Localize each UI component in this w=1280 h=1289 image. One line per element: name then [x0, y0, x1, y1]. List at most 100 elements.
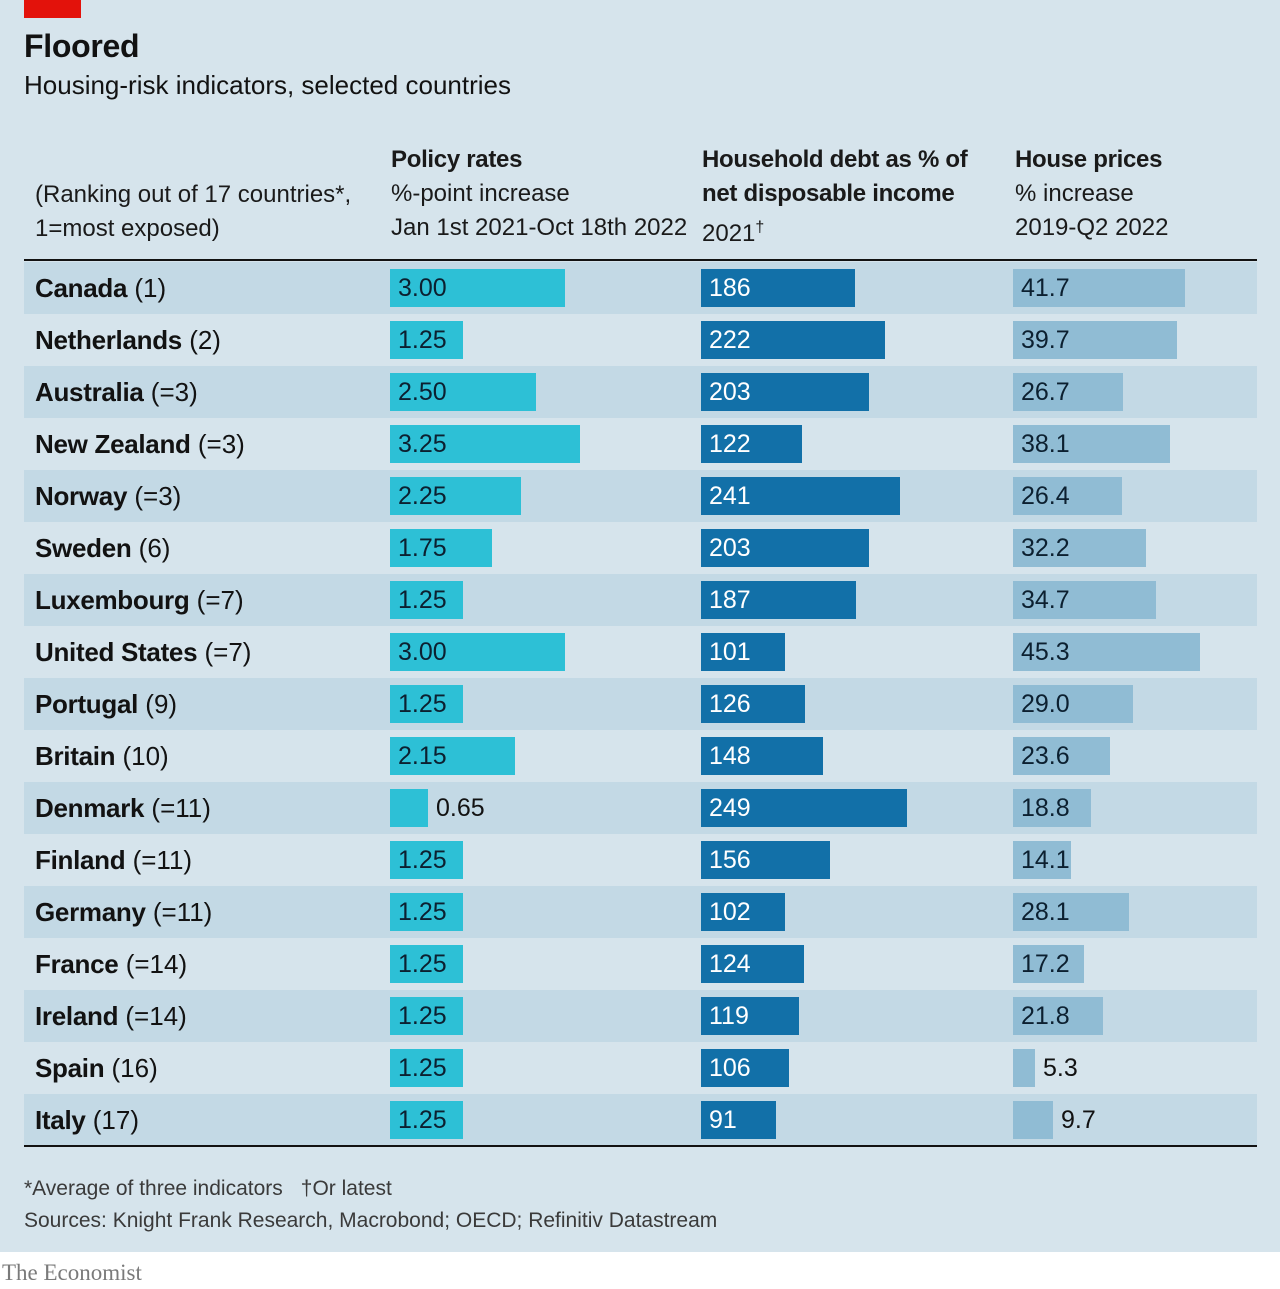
- policy-rate-value: 3.00: [398, 638, 447, 666]
- policy-rates-sub1: %-point increase: [391, 180, 570, 207]
- policy-rate-value: 1.25: [398, 898, 447, 926]
- country-label: France (=14): [35, 938, 187, 990]
- policy-rate-value: 1.75: [398, 534, 447, 562]
- household-debt-bar: [701, 633, 785, 671]
- house-price-value: 29.0: [1021, 690, 1070, 718]
- house-prices-sub1: % increase: [1015, 180, 1134, 207]
- country-name: Luxembourg: [35, 585, 190, 615]
- table-row: Britain (10) 2.15 148 23.6: [24, 730, 1257, 782]
- country-name: Canada: [35, 273, 128, 303]
- house-price-value: 18.8: [1021, 794, 1070, 822]
- house-price-bar: [1013, 529, 1146, 567]
- house-price-bar: [1013, 477, 1122, 515]
- household-debt-title1: Household debt as % of: [702, 146, 968, 173]
- household-debt-value: 102: [709, 898, 751, 926]
- policy-rate-bar: [390, 1049, 463, 1087]
- policy-rate-bar: [390, 321, 463, 359]
- table-row: Portugal (9) 1.25 126 29.0: [24, 678, 1257, 730]
- policy-rate-value: 0.65: [436, 794, 485, 822]
- policy-rate-bar: [390, 789, 428, 827]
- table-row: Sweden (6) 1.75 203 32.2: [24, 522, 1257, 574]
- policy-rates-sub2: Jan 1st 2021-Oct 18th 2022: [391, 214, 688, 241]
- house-price-bar: [1013, 685, 1133, 723]
- household-debt-bar: [701, 373, 869, 411]
- household-debt-value: 119: [709, 1002, 749, 1030]
- household-debt-bar: [701, 321, 885, 359]
- household-debt-value: 241: [709, 482, 751, 510]
- table-row: Germany (=11) 1.25 102 28.1: [24, 886, 1257, 938]
- household-debt-value: 124: [709, 950, 751, 978]
- policy-rates-title: Policy rates: [391, 146, 523, 173]
- policy-rates-header: Policy rates %-point increase Jan 1st 20…: [391, 143, 687, 245]
- house-price-value: 23.6: [1021, 742, 1070, 770]
- dagger-mark: †: [755, 219, 765, 236]
- house-price-bar: [1013, 789, 1091, 827]
- country-label: Sweden (6): [35, 522, 170, 574]
- household-debt-value: 222: [709, 326, 751, 354]
- table-row: Denmark (=11) 0.65 249 18.8: [24, 782, 1257, 834]
- country-label: Germany (=11): [35, 886, 212, 938]
- household-debt-bar: [701, 581, 856, 619]
- household-debt-value: 249: [709, 794, 751, 822]
- country-name: Portugal: [35, 689, 139, 719]
- household-debt-value: 203: [709, 534, 751, 562]
- household-debt-bar: [701, 737, 823, 775]
- house-price-bar: [1013, 633, 1200, 671]
- table-row: Australia (=3) 2.50 203 26.7: [24, 366, 1257, 418]
- household-debt-value: 101: [709, 638, 751, 666]
- household-debt-title2: net disposable income: [702, 180, 955, 207]
- house-price-value: 28.1: [1021, 898, 1070, 926]
- policy-rate-bar: [390, 1101, 463, 1139]
- country-rank: (=7): [197, 637, 252, 667]
- table-row: Italy (17) 1.25 91 9.7: [24, 1094, 1257, 1146]
- house-prices-header: House prices % increase 2019-Q2 2022: [1015, 143, 1168, 245]
- policy-rate-value: 3.00: [398, 274, 447, 302]
- country-rank: (=7): [189, 585, 244, 615]
- ranking-note-header: (Ranking out of 17 countries*, 1=most ex…: [35, 178, 351, 246]
- house-price-value: 39.7: [1021, 326, 1070, 354]
- house-price-value: 41.7: [1021, 274, 1070, 302]
- country-rank: (16): [104, 1053, 158, 1083]
- footnote: *Average of three indicators †Or latest: [24, 1177, 392, 1201]
- country-rank: (=11): [125, 845, 193, 875]
- household-debt-value: 126: [709, 690, 751, 718]
- house-price-value: 21.8: [1021, 1002, 1070, 1030]
- policy-rate-bar: [390, 841, 463, 879]
- household-debt-bar: [701, 269, 855, 307]
- table-row: Luxembourg (=7) 1.25 187 34.7: [24, 574, 1257, 626]
- house-prices-sub2: 2019-Q2 2022: [1015, 214, 1169, 241]
- house-price-value: 9.7: [1061, 1106, 1096, 1134]
- house-price-value: 5.3: [1043, 1054, 1078, 1082]
- household-debt-bar: [701, 945, 804, 983]
- policy-rate-value: 3.25: [398, 430, 447, 458]
- sources-note: Sources: Knight Frank Research, Macrobon…: [24, 1209, 718, 1232]
- household-debt-bar: [701, 893, 785, 931]
- household-debt-bar: [701, 841, 830, 879]
- policy-rate-bar: [390, 581, 463, 619]
- chart-subtitle: Housing-risk indicators, selected countr…: [24, 70, 511, 100]
- household-debt-bar: [701, 1101, 776, 1139]
- country-label: Denmark (=11): [35, 782, 211, 834]
- economist-brand: The Economist: [2, 1260, 142, 1285]
- house-price-bar: [1013, 945, 1084, 983]
- country-label: Netherlands (2): [35, 314, 221, 366]
- country-rank: (=11): [144, 793, 211, 823]
- country-label: Norway (=3): [35, 470, 181, 522]
- policy-rate-value: 1.25: [398, 1106, 447, 1134]
- policy-rate-value: 2.15: [398, 742, 447, 770]
- country-label: Luxembourg (=7): [35, 574, 244, 626]
- house-price-value: 17.2: [1021, 950, 1070, 978]
- policy-rate-value: 2.50: [398, 378, 447, 406]
- household-debt-bar: [701, 997, 799, 1035]
- household-debt-value: 148: [709, 742, 751, 770]
- house-price-bar: [1013, 373, 1123, 411]
- house-price-value: 26.7: [1021, 378, 1070, 406]
- house-price-bar: [1013, 269, 1185, 307]
- country-label: Finland (=11): [35, 834, 192, 886]
- table-row: Norway (=3) 2.25 241 26.4: [24, 470, 1257, 522]
- house-price-value: 14.1: [1021, 846, 1070, 874]
- brand-red-tab: [24, 0, 81, 18]
- country-rank: (=3): [143, 377, 198, 407]
- country-label: Portugal (9): [35, 678, 177, 730]
- policy-rate-value: 1.25: [398, 690, 447, 718]
